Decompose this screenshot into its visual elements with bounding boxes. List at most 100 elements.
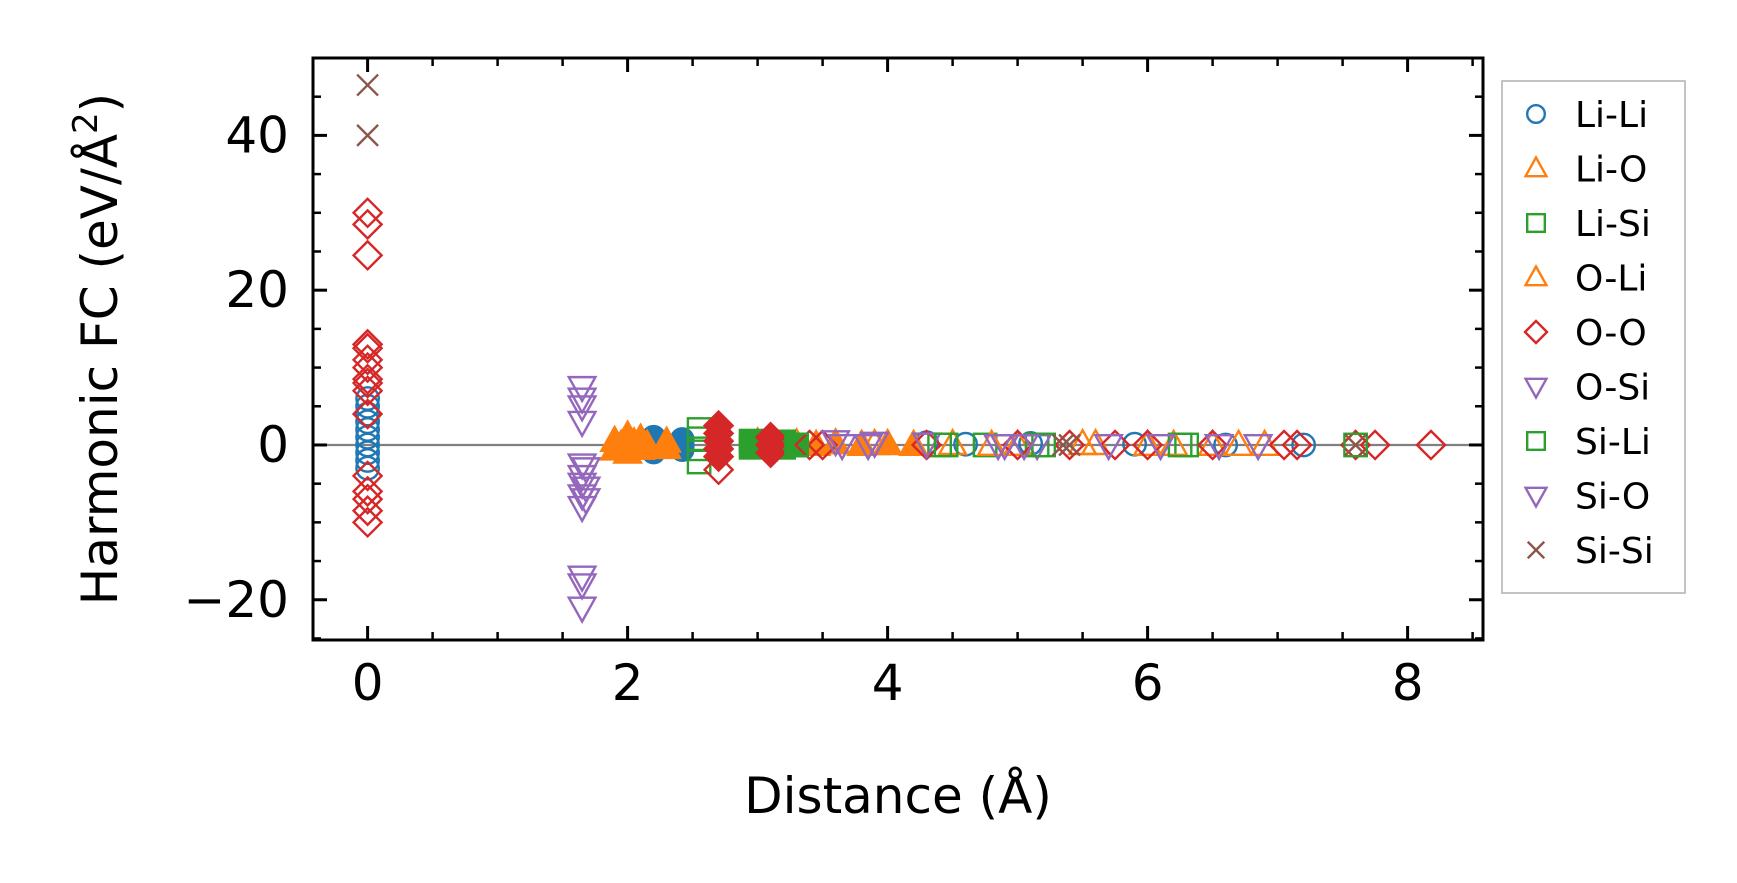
data-point [351, 506, 384, 539]
legend: Li-Li Li-O Li-Si O-Li O-O O-Si Si-Li Si-O Si-Si [1501, 80, 1686, 594]
data-point [1058, 433, 1081, 457]
data-point [351, 197, 384, 229]
data-point [566, 573, 598, 601]
data-point [1008, 433, 1040, 462]
data-point [570, 488, 602, 516]
data-point [351, 332, 384, 364]
data-point [1158, 428, 1189, 456]
legend-marker [1523, 377, 1549, 400]
data-point-dense [702, 440, 735, 473]
legend-label: O-Si [1575, 368, 1650, 409]
legend-item-si-si: Si-Si [1526, 531, 1654, 572]
data-point [989, 433, 1020, 462]
legend-item-si-li: Si-Li [1525, 422, 1651, 463]
data-point [351, 367, 384, 399]
data-point [937, 427, 968, 456]
data-point [1099, 429, 1131, 461]
data-point [1053, 429, 1086, 461]
data-point [351, 483, 384, 515]
series-si-si [356, 73, 1367, 457]
legend-marker [1523, 264, 1549, 287]
data-point [355, 448, 380, 473]
legend-item-o-li: O-Li [1523, 259, 1647, 300]
data-point [351, 239, 384, 272]
data-point [566, 395, 598, 423]
legend-item-o-si: O-Si [1523, 368, 1650, 409]
plot-frame [311, 56, 1485, 642]
legend-box [1501, 80, 1686, 594]
y-axis-label: Harmonic FC (eV/Å2) [66, 93, 129, 605]
data-point [356, 124, 379, 147]
data-point [355, 440, 380, 466]
ticks-layer: 0 2 4 6 8 −20 0 20 40 [183, 56, 1483, 712]
data-point [702, 454, 735, 486]
legend-item-si-o: Si-O [1523, 477, 1650, 518]
data-point [826, 433, 858, 462]
data-point [1291, 432, 1317, 458]
data-point [351, 351, 384, 384]
legend-item-li-si: Li-Si [1525, 204, 1651, 245]
y-tick-label: 40 [225, 106, 289, 164]
data-point [566, 596, 598, 624]
data-point [1002, 428, 1033, 456]
data-point [793, 429, 826, 461]
x-tick-label: 0 [352, 654, 384, 712]
data-point [820, 430, 851, 458]
data-point [1344, 433, 1367, 457]
data-point [351, 363, 384, 395]
data-point [356, 73, 379, 97]
y-tick-label: 0 [257, 416, 289, 474]
data-point [566, 565, 598, 593]
data-point [1093, 433, 1124, 462]
legend-marker [1525, 212, 1546, 233]
data-point [351, 208, 384, 241]
legend-label: O-O [1575, 313, 1647, 354]
data-point [351, 398, 384, 430]
legend-label: Si-Si [1575, 531, 1654, 572]
data-point [1145, 433, 1176, 462]
legend-label: Li-Li [1575, 95, 1648, 136]
data-point [976, 428, 1007, 456]
x-tick-label: 2 [612, 654, 644, 712]
data-point [351, 344, 384, 376]
legend-item-o-o: O-O [1523, 313, 1647, 354]
data-point [1051, 433, 1075, 457]
data-point [933, 432, 959, 458]
data-point [351, 375, 384, 407]
y-axis-label-sup: 2 [66, 112, 106, 134]
data-point [852, 433, 884, 462]
data-point [859, 431, 890, 460]
legend-marker [1523, 155, 1549, 178]
legend-marker [1525, 103, 1546, 124]
data-point [1196, 429, 1229, 461]
data-point [1415, 429, 1447, 461]
series-si-o [570, 431, 1274, 516]
legend-label: Li-Si [1575, 204, 1651, 245]
data-point [1067, 427, 1098, 456]
data-point [566, 410, 598, 439]
data-point [1281, 429, 1313, 461]
data-point [351, 475, 384, 508]
legend-marker [1523, 319, 1549, 345]
data-point [355, 455, 380, 481]
x-axis-label: Distance (Å) [744, 767, 1052, 825]
data-point [1131, 429, 1164, 461]
data-point [1213, 432, 1239, 458]
data-point [1343, 432, 1369, 458]
x-tick-label: 6 [1132, 654, 1164, 712]
y-tick-label: −20 [183, 571, 289, 629]
legend-label: O-Li [1575, 259, 1647, 300]
data-point [351, 460, 384, 492]
legend-marker [1525, 431, 1546, 452]
x-tick-label: 8 [1392, 654, 1424, 712]
data-point [859, 427, 890, 456]
legend-label: Si-O [1575, 477, 1650, 518]
data-point [1197, 428, 1228, 456]
legend-marker [1523, 486, 1549, 509]
data-point [566, 387, 598, 415]
y-tick-label: 20 [225, 261, 289, 319]
x-tick-label: 4 [872, 654, 904, 712]
data-point [1242, 433, 1274, 462]
legend-marker [1526, 540, 1546, 560]
